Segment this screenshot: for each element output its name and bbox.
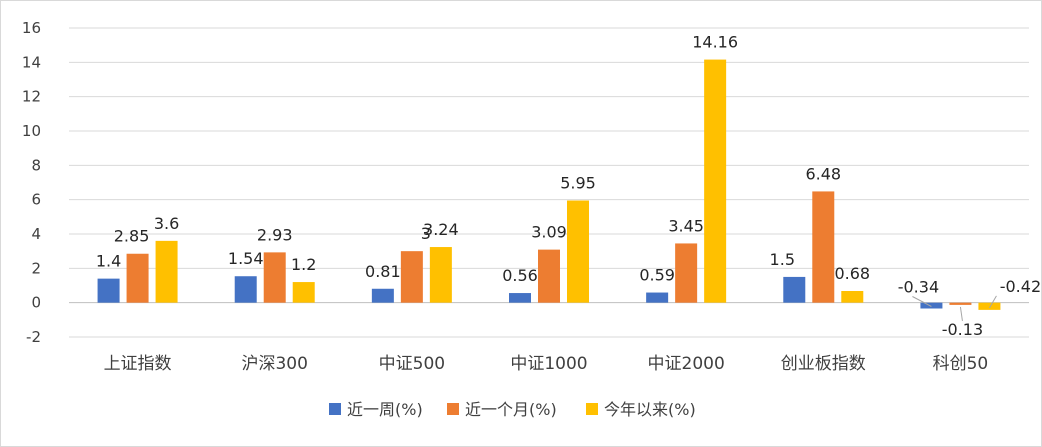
leader-line <box>959 306 963 321</box>
y-tick-label: 0 <box>31 294 41 312</box>
y-axis-ticks: -2 0 2 4 6 8 10 12 14 16 <box>22 19 41 346</box>
bar-3-3 <box>429 247 452 303</box>
data-label-1-2: 1.54 <box>228 249 264 268</box>
bar-1-4 <box>509 293 531 303</box>
y-tick-label: 16 <box>22 19 41 37</box>
x-category-label: 沪深300 <box>241 354 307 374</box>
data-label-2-4: 3.09 <box>531 223 567 242</box>
data-label-1-6: 1.5 <box>770 250 795 269</box>
legend-label: 近一周(%) <box>347 400 423 419</box>
data-label-2-1: 2.85 <box>114 227 150 246</box>
gridlines <box>69 27 1029 338</box>
x-axis-categories: 上证指数 沪深300 中证500 中证1000 中证2000 创业板指数 科创50 <box>104 354 989 374</box>
legend-label: 近一个月(%) <box>465 400 557 419</box>
y-tick-label: 14 <box>22 53 41 71</box>
data-label-3-4: 5.95 <box>560 174 596 193</box>
data-label-3-3: 3.24 <box>423 220 459 239</box>
x-category-label: 上证指数 <box>104 354 172 374</box>
data-label-2-7: -0.13 <box>942 320 983 339</box>
data-label-3-5: 14.16 <box>692 33 738 52</box>
data-label-3-1: 3.6 <box>154 214 179 233</box>
data-label-2-6: 6.48 <box>805 164 841 183</box>
bar-3-1 <box>155 240 178 303</box>
x-category-label: 中证500 <box>379 354 445 374</box>
data-label-2-5: 3.45 <box>668 216 704 235</box>
y-tick-label: 4 <box>31 225 41 243</box>
x-category-label: 中证2000 <box>648 354 725 374</box>
bar-1-1 <box>97 278 120 303</box>
data-label-1-5: 0.59 <box>639 266 675 285</box>
bar-1-2 <box>234 276 257 303</box>
data-label-3-7: -0.42 <box>1000 277 1041 296</box>
data-label-2-3: 3 <box>421 224 431 243</box>
data-label-2-2: 2.93 <box>257 225 293 244</box>
bar-1-7 <box>920 302 943 309</box>
legend-swatch <box>447 403 459 415</box>
data-label-3-2: 1.2 <box>291 255 316 274</box>
leader-line <box>988 295 997 309</box>
bar-2-2 <box>263 252 286 303</box>
bar-2-1 <box>126 253 149 303</box>
y-tick-label: 8 <box>31 156 41 174</box>
bar-3-4 <box>567 200 589 303</box>
bar-3-2 <box>292 282 315 303</box>
bar-2-5 <box>675 243 698 303</box>
data-label-3-6: 0.68 <box>834 264 870 283</box>
y-tick-label: 2 <box>31 259 41 277</box>
x-category-label: 科创50 <box>933 354 989 374</box>
bar-1-5 <box>646 292 669 303</box>
legend-swatch <box>329 403 341 415</box>
leader-line <box>912 296 932 307</box>
x-category-label: 创业板指数 <box>781 354 866 374</box>
data-label-1-4: 0.56 <box>502 266 538 285</box>
bar-3-6 <box>841 290 864 303</box>
bar-1-6 <box>783 276 806 303</box>
data-label-1-7: -0.34 <box>898 278 939 297</box>
legend-item-3: 今年以来(%) <box>586 400 696 419</box>
legend-item-2: 近一个月(%) <box>447 400 557 419</box>
y-tick-label: 12 <box>22 88 41 106</box>
label-leader-lines <box>912 295 997 321</box>
x-category-label: 中证1000 <box>510 354 587 374</box>
bars <box>97 59 1001 310</box>
legend: 近一周(%) 近一个月(%) 今年以来(%) <box>329 400 696 419</box>
y-tick-label: 10 <box>22 122 41 140</box>
legend-label: 今年以来(%) <box>604 400 696 419</box>
data-labels: 1.4 2.853.6 1.54 2.93 1.2 0.81 33.24 0.56 3.09 5.… <box>96 33 1041 339</box>
data-label-1-1: 1.4 <box>96 252 121 271</box>
bar-1-3 <box>371 288 394 303</box>
legend-swatch <box>586 403 598 415</box>
bar-2-6 <box>812 191 835 303</box>
y-tick-label: 6 <box>31 191 41 209</box>
bar-2-3 <box>400 251 423 303</box>
bar-2-7 <box>949 302 972 305</box>
bar-2-4 <box>538 249 560 303</box>
data-label-1-3: 0.81 <box>365 262 401 281</box>
legend-item-1: 近一周(%) <box>329 400 423 419</box>
y-tick-label: -2 <box>26 328 41 346</box>
bar-3-7 <box>978 302 1001 310</box>
bar-3-5 <box>704 59 727 303</box>
